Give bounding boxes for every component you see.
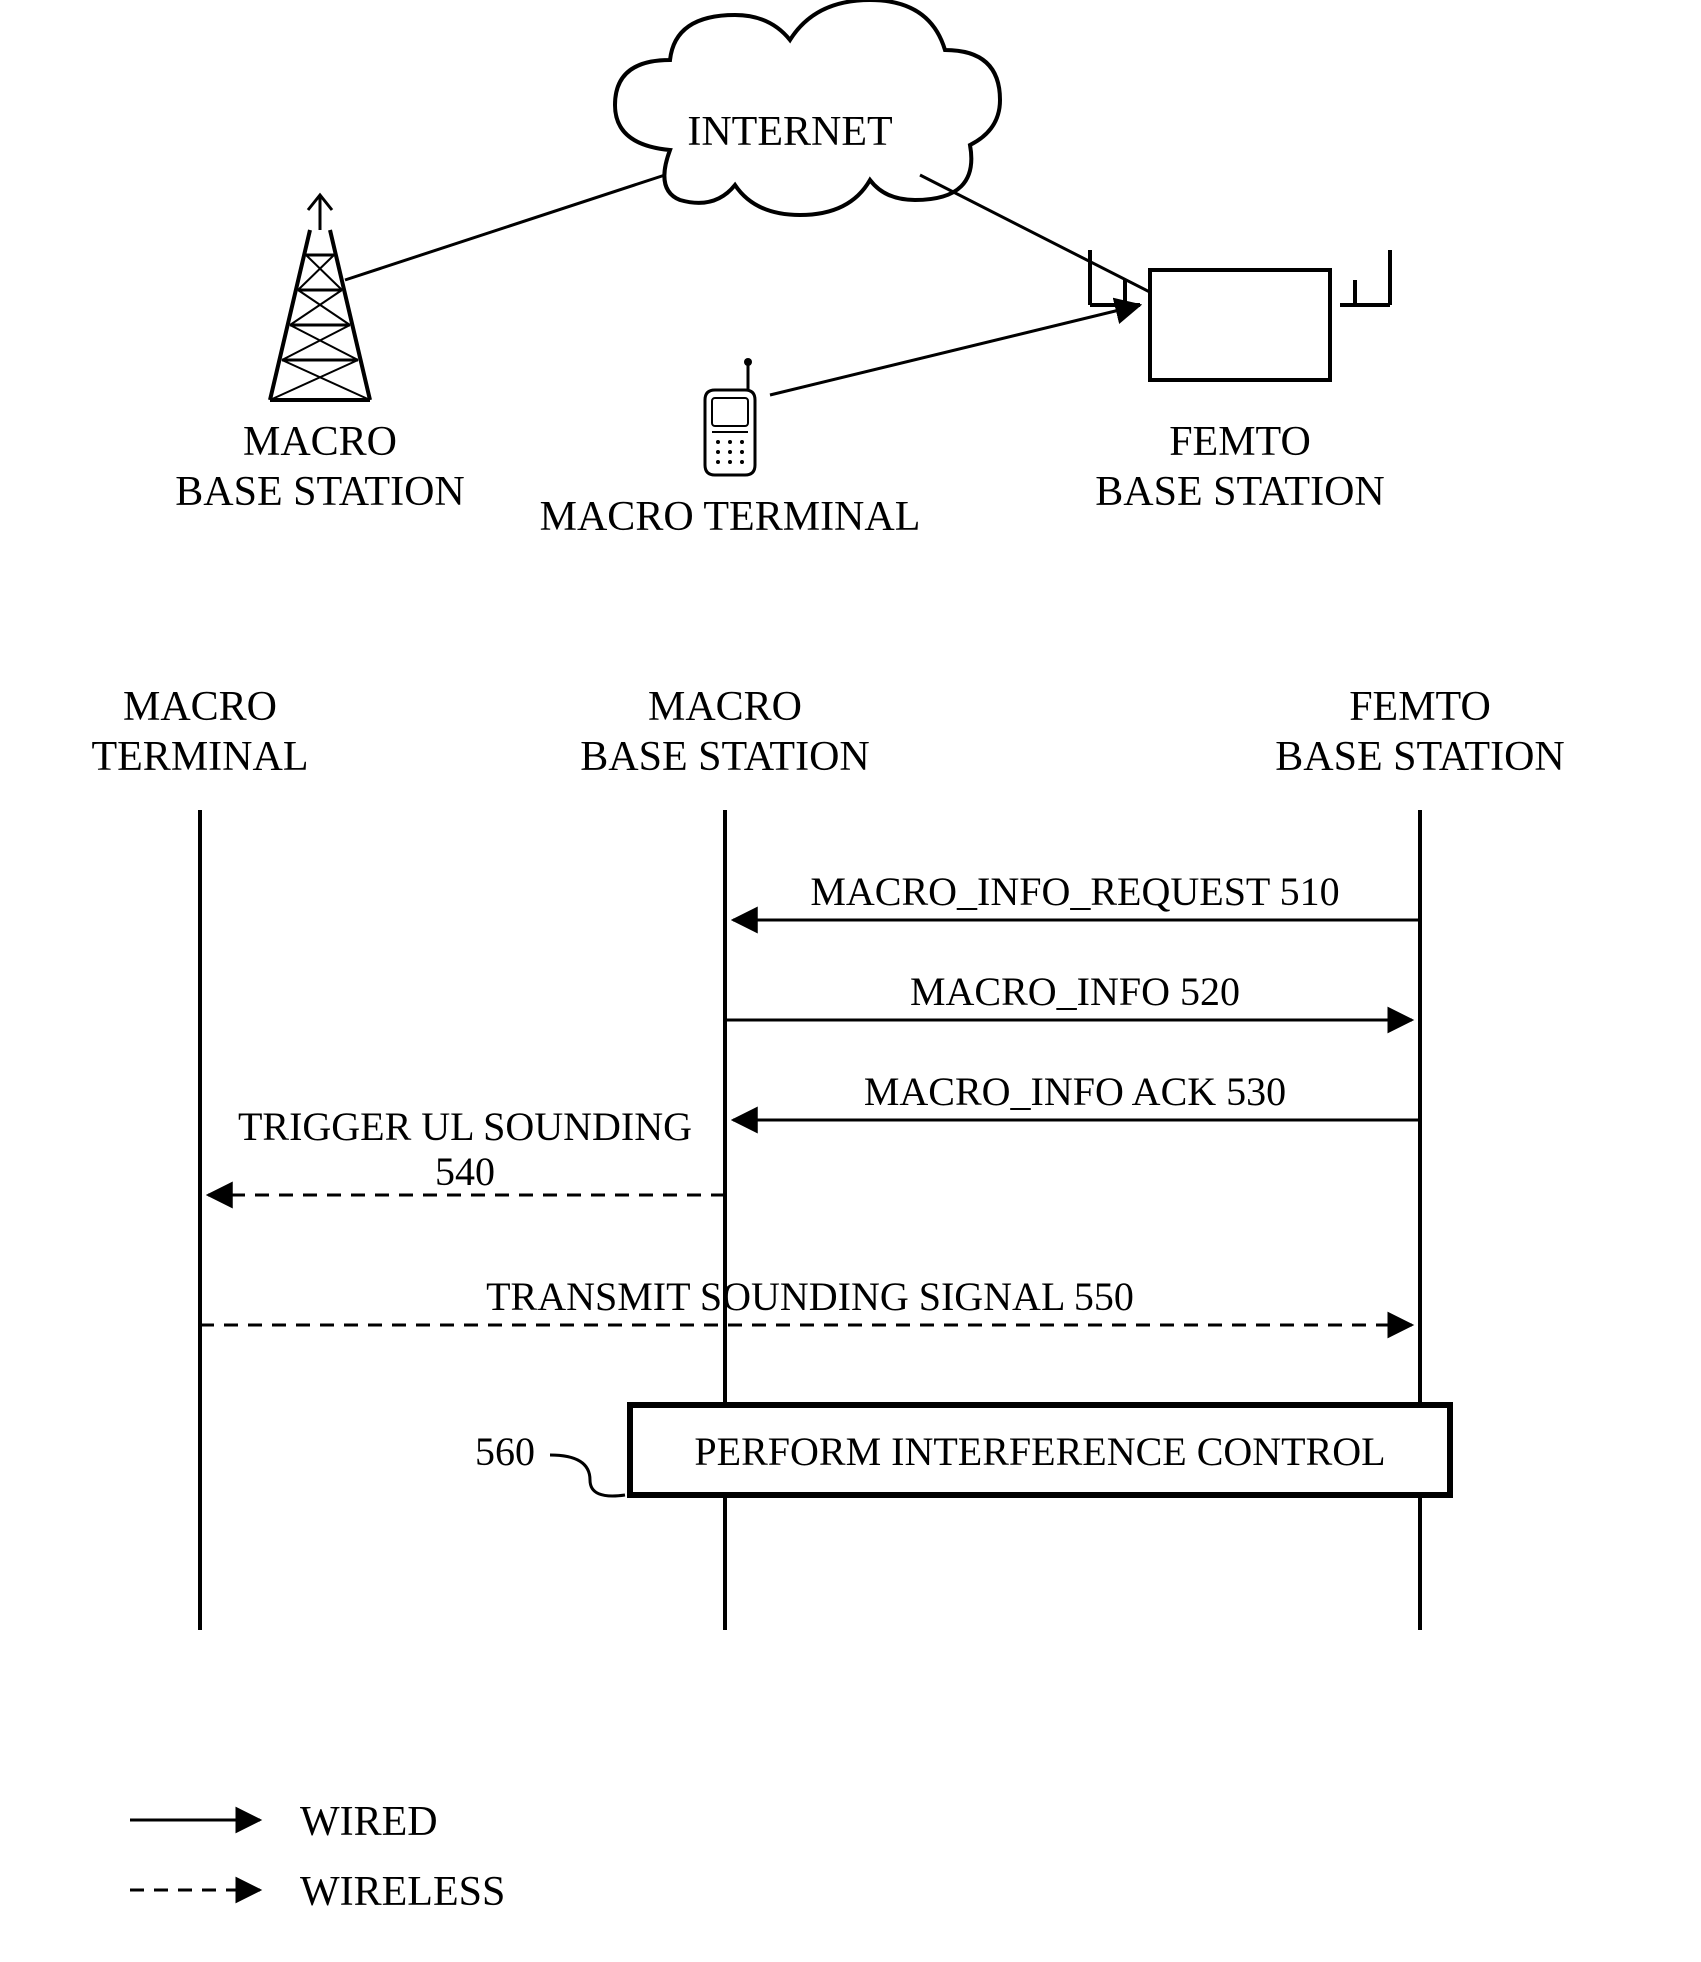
tower-icon <box>270 195 370 400</box>
seq-fb-l1: FEMTO <box>1349 684 1491 730</box>
diagram-root: INTERNET MACR <box>0 0 1701 1962</box>
msg-540-l1: TRIGGER UL SOUNDING <box>238 1104 692 1149</box>
link-internet-macro <box>345 175 665 280</box>
topology-group: INTERNET MACR <box>175 0 1390 540</box>
legend-group: WIRED WIRELESS <box>130 1799 505 1915</box>
box-560-ref: 560 <box>475 1429 535 1474</box>
seq-fb-l2: BASE STATION <box>1275 734 1565 780</box>
macro-bs-label-l1: MACRO <box>243 419 397 465</box>
macro-bs-label-l2: BASE STATION <box>175 469 465 515</box>
femto-bs-label-l1: FEMTO <box>1169 419 1311 465</box>
seq-mt-l2: TERMINAL <box>92 734 309 780</box>
legend-wired-label: WIRED <box>300 1799 438 1845</box>
msg-520: MACRO_INFO 520 <box>910 969 1240 1014</box>
msg-540-l2: 540 <box>435 1149 495 1194</box>
femto-icon <box>1090 250 1390 380</box>
link-internet-femto <box>920 175 1185 310</box>
internet-cloud-icon: INTERNET <box>615 0 1000 215</box>
msg-510: MACRO_INFO_REQUEST 510 <box>810 869 1339 914</box>
macro-terminal-label: MACRO TERMINAL <box>540 494 921 540</box>
internet-label: INTERNET <box>687 109 892 155</box>
phone-icon <box>705 358 755 475</box>
msg-550: TRANSMIT SOUNDING SIGNAL 550 <box>486 1274 1134 1319</box>
seq-mb-l1: MACRO <box>648 684 802 730</box>
link-phone-femto <box>770 305 1140 395</box>
femto-bs-label-l2: BASE STATION <box>1095 469 1385 515</box>
box-560-leader <box>550 1455 625 1496</box>
msg-530: MACRO_INFO ACK 530 <box>864 1069 1286 1114</box>
sequence-group: MACRO TERMINAL MACRO BASE STATION FEMTO … <box>92 684 1565 1630</box>
box-560-text: PERFORM INTERFERENCE CONTROL <box>694 1429 1385 1474</box>
seq-mb-l2: BASE STATION <box>580 734 870 780</box>
seq-mt-l1: MACRO <box>123 684 277 730</box>
legend-wireless-label: WIRELESS <box>300 1869 505 1915</box>
